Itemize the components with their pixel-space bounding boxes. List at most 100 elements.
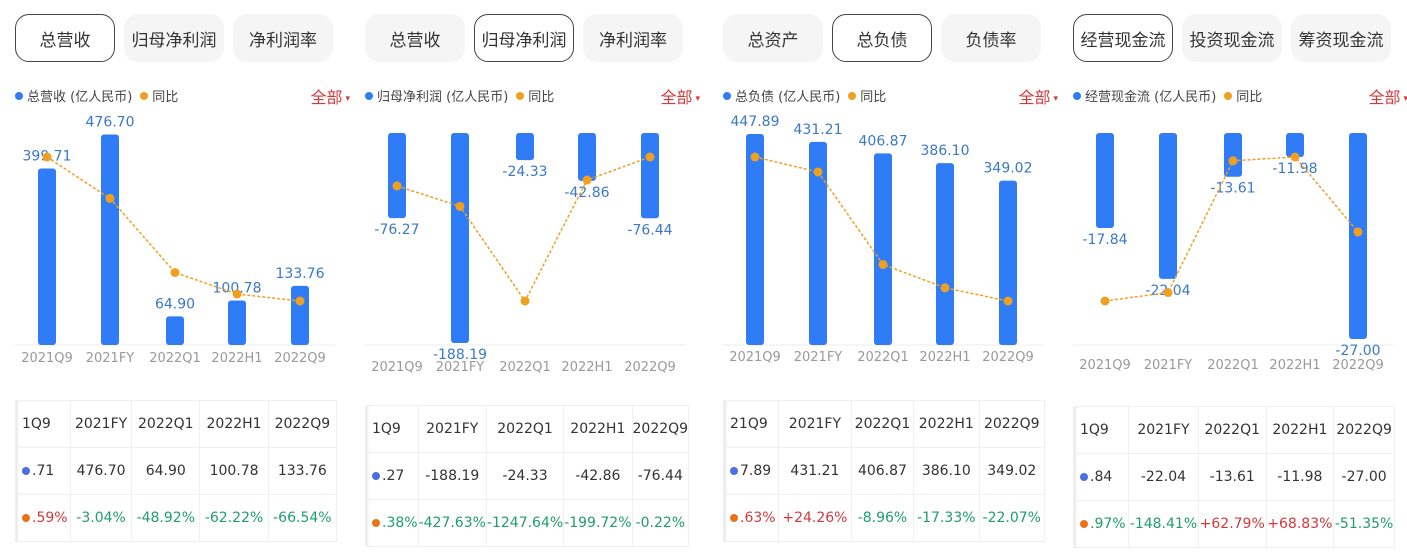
table-cell: -24.33 <box>485 452 565 500</box>
table-row: .84 -22.04 -13.61 -11.98 -27.00 <box>1073 453 1395 501</box>
cell-text: 21Q9 <box>730 416 768 432</box>
yoy-point[interactable] <box>232 289 242 299</box>
bar[interactable] <box>228 300 246 345</box>
yoy-point[interactable] <box>750 152 760 162</box>
table-cell: 7.89 <box>723 447 779 495</box>
metric-tab[interactable]: 净利润率 <box>233 14 333 62</box>
bar[interactable] <box>999 180 1017 345</box>
bar[interactable] <box>1286 133 1304 157</box>
bar[interactable] <box>936 163 954 345</box>
x-tick-label: 2022Q9 <box>982 350 1034 365</box>
value-dot-icon <box>1080 473 1088 481</box>
metric-tab[interactable]: 归母净利润 <box>474 14 574 62</box>
bar[interactable] <box>388 133 406 219</box>
bar[interactable] <box>874 153 892 345</box>
chart-legend: 总营收 (亿人民币) 同比 <box>15 86 178 105</box>
bar[interactable] <box>291 285 309 345</box>
period-filter-dropdown[interactable]: 全部 ▾ <box>310 84 350 108</box>
bar[interactable] <box>1159 133 1177 279</box>
metric-tab[interactable]: 总负债 <box>832 14 932 62</box>
metric-tab[interactable]: 净利润率 <box>583 14 683 62</box>
bar[interactable] <box>1096 133 1114 228</box>
metric-tab[interactable]: 总营收 <box>15 14 115 62</box>
x-tick-label: 2022Q1 <box>149 351 201 366</box>
x-tick-label: 2021FY <box>86 351 135 366</box>
table-cell: 2022Q1 <box>1197 406 1267 454</box>
yoy-point[interactable] <box>1290 152 1300 162</box>
yoy-point[interactable] <box>813 167 823 177</box>
cell-text: -8.96% <box>857 510 908 526</box>
bar[interactable] <box>641 133 659 219</box>
yoy-label: 同比 <box>152 90 179 105</box>
table-cell: -0.22% <box>631 499 690 547</box>
metric-tab[interactable]: 投资现金流 <box>1182 14 1282 62</box>
yoy-point[interactable] <box>42 152 52 162</box>
yoy-point[interactable] <box>1003 296 1013 306</box>
yoy-point[interactable] <box>455 201 465 211</box>
x-tick-label: 2021FY <box>794 350 843 365</box>
metric-tab[interactable]: 总资产 <box>723 14 823 62</box>
cell-text: 2022Q9 <box>274 416 331 432</box>
bar[interactable] <box>166 316 184 345</box>
bar[interactable] <box>809 141 827 345</box>
value-label: 100.78 <box>213 280 262 296</box>
cell-text: -148.41% <box>1129 516 1198 532</box>
table-cell: -3.04% <box>69 494 133 542</box>
cell-text: -188.19 <box>425 468 480 484</box>
yoy-point[interactable] <box>170 268 180 278</box>
table-row: 1Q9 2021FY 2022Q1 2022H1 2022Q9 <box>365 405 690 453</box>
bar[interactable] <box>38 168 56 345</box>
yoy-point[interactable] <box>392 181 402 191</box>
bar[interactable] <box>578 133 596 181</box>
cell-text: 2022H1 <box>918 416 974 432</box>
table-cell: +68.83% <box>1265 500 1335 548</box>
cell-text: +24.26% <box>782 510 848 526</box>
yoy-point[interactable] <box>940 283 950 293</box>
table-cell: -66.54% <box>267 494 338 542</box>
yoy-point[interactable] <box>295 296 305 306</box>
x-tick-label: 2021FY <box>1144 358 1193 373</box>
table-cell: .97% <box>1073 500 1129 548</box>
yoy-point[interactable] <box>645 152 655 162</box>
bar[interactable] <box>1224 133 1242 177</box>
yoy-point[interactable] <box>1100 296 1110 306</box>
metric-tab[interactable]: 总营收 <box>365 14 465 62</box>
yoy-point[interactable] <box>520 296 530 306</box>
cell-text: -51.35% <box>1334 516 1394 532</box>
metric-tab[interactable]: 筹资现金流 <box>1291 14 1391 62</box>
yoy-dot-icon <box>1080 520 1088 528</box>
bar[interactable] <box>101 134 119 345</box>
cell-text: .63% <box>740 510 776 526</box>
period-filter-dropdown[interactable]: 全部 ▾ <box>660 84 700 108</box>
value-label: 64.90 <box>155 296 195 312</box>
cell-text: 133.76 <box>277 463 327 479</box>
yoy-point[interactable] <box>105 193 115 203</box>
bar[interactable] <box>746 133 764 345</box>
cell-text: -17.33% <box>917 510 976 526</box>
cell-text: -427.63% <box>418 515 486 531</box>
period-filter-dropdown[interactable]: 全部 ▾ <box>1368 84 1407 108</box>
yoy-point[interactable] <box>582 175 592 185</box>
metric-tab[interactable]: 经营现金流 <box>1073 14 1173 62</box>
cell-text: -24.33 <box>502 468 548 484</box>
x-tick-label: 2022H1 <box>1269 358 1320 373</box>
table-cell: -51.35% <box>1333 500 1395 548</box>
bar[interactable] <box>516 133 534 161</box>
metric-tab[interactable]: 归母净利润 <box>124 14 224 62</box>
cell-text: -66.54% <box>273 510 332 526</box>
bar[interactable] <box>451 133 469 343</box>
cell-text: -199.72% <box>564 515 632 531</box>
yoy-point[interactable] <box>1163 288 1173 298</box>
yoy-point[interactable] <box>1228 156 1238 166</box>
table-cell: -48.92% <box>131 494 201 542</box>
metric-tab[interactable]: 负债率 <box>941 14 1041 62</box>
cell-text: 2021FY <box>1137 422 1190 438</box>
table-cell: -42.86 <box>563 452 633 500</box>
cell-text: -11.98 <box>1277 469 1323 485</box>
table-cell: 406.87 <box>850 447 915 495</box>
yoy-point[interactable] <box>878 259 888 269</box>
yoy-point[interactable] <box>1353 227 1363 237</box>
table-cell: 2021FY <box>417 405 487 453</box>
chart-panel: 总营收 归母净利润 净利润率 归母净利润 (亿人民币) 同比 全部 ▾ -76.27 2021Q… <box>365 0 700 552</box>
period-filter-dropdown[interactable]: 全部 ▾ <box>1018 84 1058 108</box>
